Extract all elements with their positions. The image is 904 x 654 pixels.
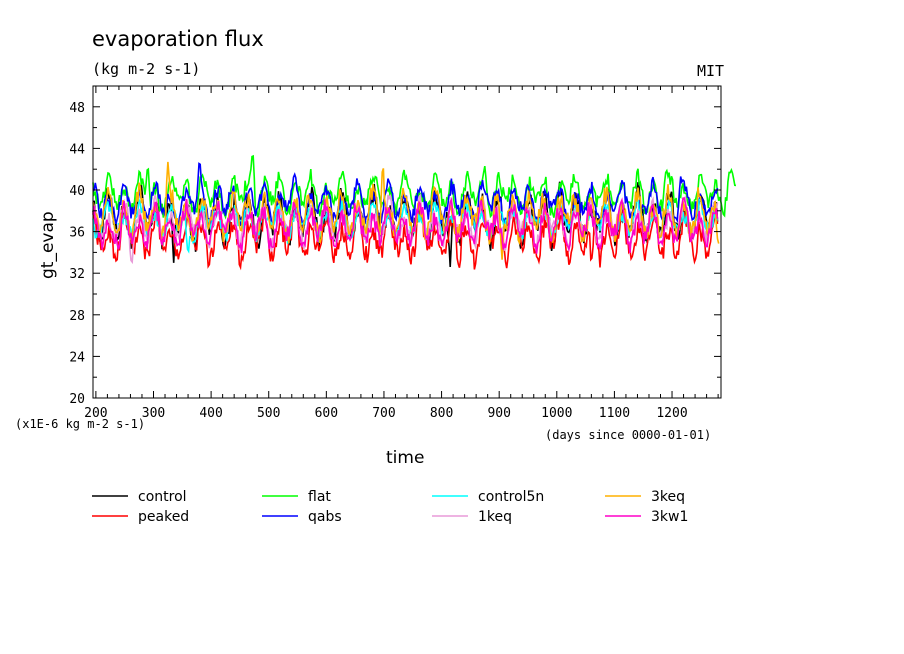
legend: control peaked flat qabs control5n 1keq 3keq 3k… xyxy=(92,489,688,525)
x-axis-label: time xyxy=(386,448,424,468)
legend-label-1keq: 1keq xyxy=(478,509,512,525)
x-tick-label: 200 xyxy=(84,406,107,421)
x-tick-label: 300 xyxy=(142,406,165,421)
plot-area: 20 24 28 32 36 40 44 48 200 300 400 500 600 700 800 900… xyxy=(69,85,737,421)
legend-label-3kw1: 3kw1 xyxy=(651,509,688,525)
y-scale-note: (x1E-6 kg m-2 s-1) xyxy=(15,417,145,431)
series-line-peaked xyxy=(92,206,719,271)
y-axis-label: gt_evap xyxy=(38,211,58,279)
series-line-3keq xyxy=(92,161,720,260)
legend-label-qabs: qabs xyxy=(308,509,342,525)
series-line-3kw1 xyxy=(92,197,719,254)
source-label: MIT xyxy=(697,62,724,80)
series-line-qabs xyxy=(92,162,719,230)
x-tick-label: 1000 xyxy=(541,406,572,421)
legend-label-control5n: control5n xyxy=(478,489,544,505)
x-tick-label: 1200 xyxy=(656,406,687,421)
legend-label-control: control xyxy=(138,489,187,505)
x-tick-label: 700 xyxy=(372,406,395,421)
y-tick-label: 28 xyxy=(69,309,85,324)
x-tick-label: 1100 xyxy=(599,406,630,421)
chart-subtitle: (kg m-2 s-1) xyxy=(92,60,200,78)
chart-title: evaporation flux xyxy=(92,27,264,51)
x-units-label: (days since 0000-01-01) xyxy=(545,428,711,442)
x-tick-label: 900 xyxy=(487,406,510,421)
x-tick-label: 600 xyxy=(315,406,338,421)
y-tick-label: 24 xyxy=(69,350,85,365)
y-tick-label: 44 xyxy=(69,142,85,157)
y-tick-label: 48 xyxy=(69,101,85,116)
x-tick-label: 400 xyxy=(199,406,222,421)
y-tick-label: 40 xyxy=(69,184,85,199)
x-tick-label: 500 xyxy=(257,406,280,421)
legend-label-peaked: peaked xyxy=(138,509,189,525)
y-tick-label: 20 xyxy=(69,392,85,407)
legend-label-flat: flat xyxy=(308,489,331,505)
y-tick-label: 36 xyxy=(69,226,85,241)
legend-label-3keq: 3keq xyxy=(651,489,685,505)
y-tick-label: 32 xyxy=(69,267,85,282)
x-tick-label: 800 xyxy=(430,406,453,421)
